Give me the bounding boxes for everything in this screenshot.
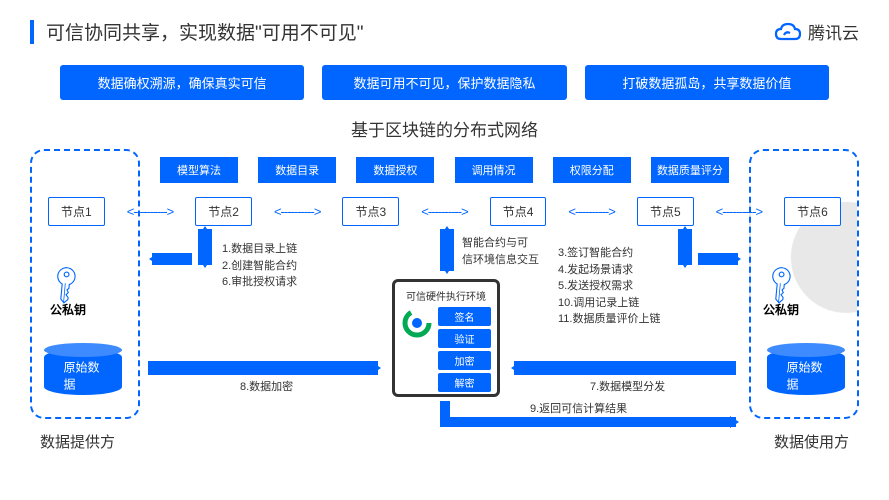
tag: 数据目录 bbox=[258, 157, 336, 183]
pill-2: 数据可用不可见，保护数据隐私 bbox=[322, 65, 566, 100]
tag: 模型算法 bbox=[160, 157, 238, 183]
trust-title: 可信硬件执行环境 bbox=[401, 288, 491, 303]
logo: 腾讯云 bbox=[774, 19, 859, 44]
trusted-execution-box: 可信硬件执行环境 签名 验证 加密 解密 bbox=[392, 279, 500, 397]
link-arrow-icon: <----------> bbox=[568, 204, 614, 219]
node: 节点3 bbox=[342, 197, 399, 226]
network-title: 基于区块链的分布式网络 bbox=[0, 116, 889, 141]
node: 节点6 bbox=[784, 197, 841, 226]
tag: 数据质量评分 bbox=[651, 157, 729, 183]
trust-action: 加密 bbox=[438, 351, 491, 370]
header: 可信协同共享，实现数据"可用不可见" 腾讯云 bbox=[0, 0, 889, 57]
trust-action: 验证 bbox=[438, 329, 491, 348]
node: 节点4 bbox=[490, 197, 547, 226]
tag: 调用情况 bbox=[455, 157, 533, 183]
blockchain-tags: 模型算法 数据目录 数据授权 调用情况 权限分配 数据质量评分 bbox=[160, 157, 729, 183]
arrow-icon bbox=[698, 253, 738, 265]
key-label: 公私钥 bbox=[763, 301, 799, 318]
link-arrow-icon: <----------> bbox=[127, 204, 173, 219]
trust-action: 签名 bbox=[438, 307, 491, 326]
step-label: 9.返回可信计算结果 bbox=[530, 401, 627, 418]
step-label: 1.数据目录上链 2.创建智能合约 6.审批授权请求 bbox=[222, 241, 297, 291]
arrow-icon bbox=[440, 417, 736, 427]
arrow-icon bbox=[514, 361, 736, 375]
feature-pills: 数据确权溯源，确保真实可信 数据可用不可见，保护数据隐私 打破数据孤岛，共享数据… bbox=[0, 57, 889, 116]
arrow-icon bbox=[148, 361, 378, 375]
data-cylinder-icon: 原始数据 bbox=[44, 349, 122, 395]
provider-role: 数据提供方 bbox=[40, 431, 115, 452]
trust-action: 解密 bbox=[438, 373, 491, 392]
logo-text: 腾讯云 bbox=[808, 19, 859, 44]
link-arrow-icon: <----------> bbox=[274, 204, 320, 219]
arrow-icon bbox=[440, 229, 454, 271]
step-label: 8.数据加密 bbox=[240, 379, 293, 396]
link-arrow-icon: <----------> bbox=[421, 204, 467, 219]
data-label: 原始数据 bbox=[64, 358, 103, 392]
link-arrow-icon: <----------> bbox=[716, 204, 762, 219]
pill-1: 数据确权溯源，确保真实可信 bbox=[60, 65, 304, 100]
tag: 数据授权 bbox=[356, 157, 434, 183]
node: 节点1 bbox=[48, 197, 105, 226]
page-title: 可信协同共享，实现数据"可用不可见" bbox=[46, 18, 364, 45]
arrow-icon bbox=[678, 229, 692, 265]
data-cylinder-icon: 原始数据 bbox=[767, 349, 845, 395]
architecture-diagram: 模型算法 数据目录 数据授权 调用情况 权限分配 数据质量评分 节点1 <---… bbox=[30, 149, 859, 489]
arrow-icon bbox=[152, 253, 192, 265]
title-accent-bar bbox=[30, 20, 34, 44]
cloud-icon bbox=[774, 21, 802, 43]
key-label: 公私钥 bbox=[50, 301, 86, 318]
pill-3: 打破数据孤岛，共享数据价值 bbox=[585, 65, 829, 100]
step-label: 3.签订智能合约 4.发起场景请求 5.发送授权需求 10.调用记录上链 11.… bbox=[558, 245, 660, 328]
data-label: 原始数据 bbox=[787, 358, 826, 392]
step-label: 7.数据模型分发 bbox=[590, 379, 665, 396]
gauge-icon bbox=[401, 307, 433, 339]
consumer-role: 数据使用方 bbox=[774, 431, 849, 452]
step-label: 智能合约与可 信环境信息交互 bbox=[462, 235, 539, 268]
arrow-icon bbox=[198, 229, 212, 265]
tag: 权限分配 bbox=[553, 157, 631, 183]
